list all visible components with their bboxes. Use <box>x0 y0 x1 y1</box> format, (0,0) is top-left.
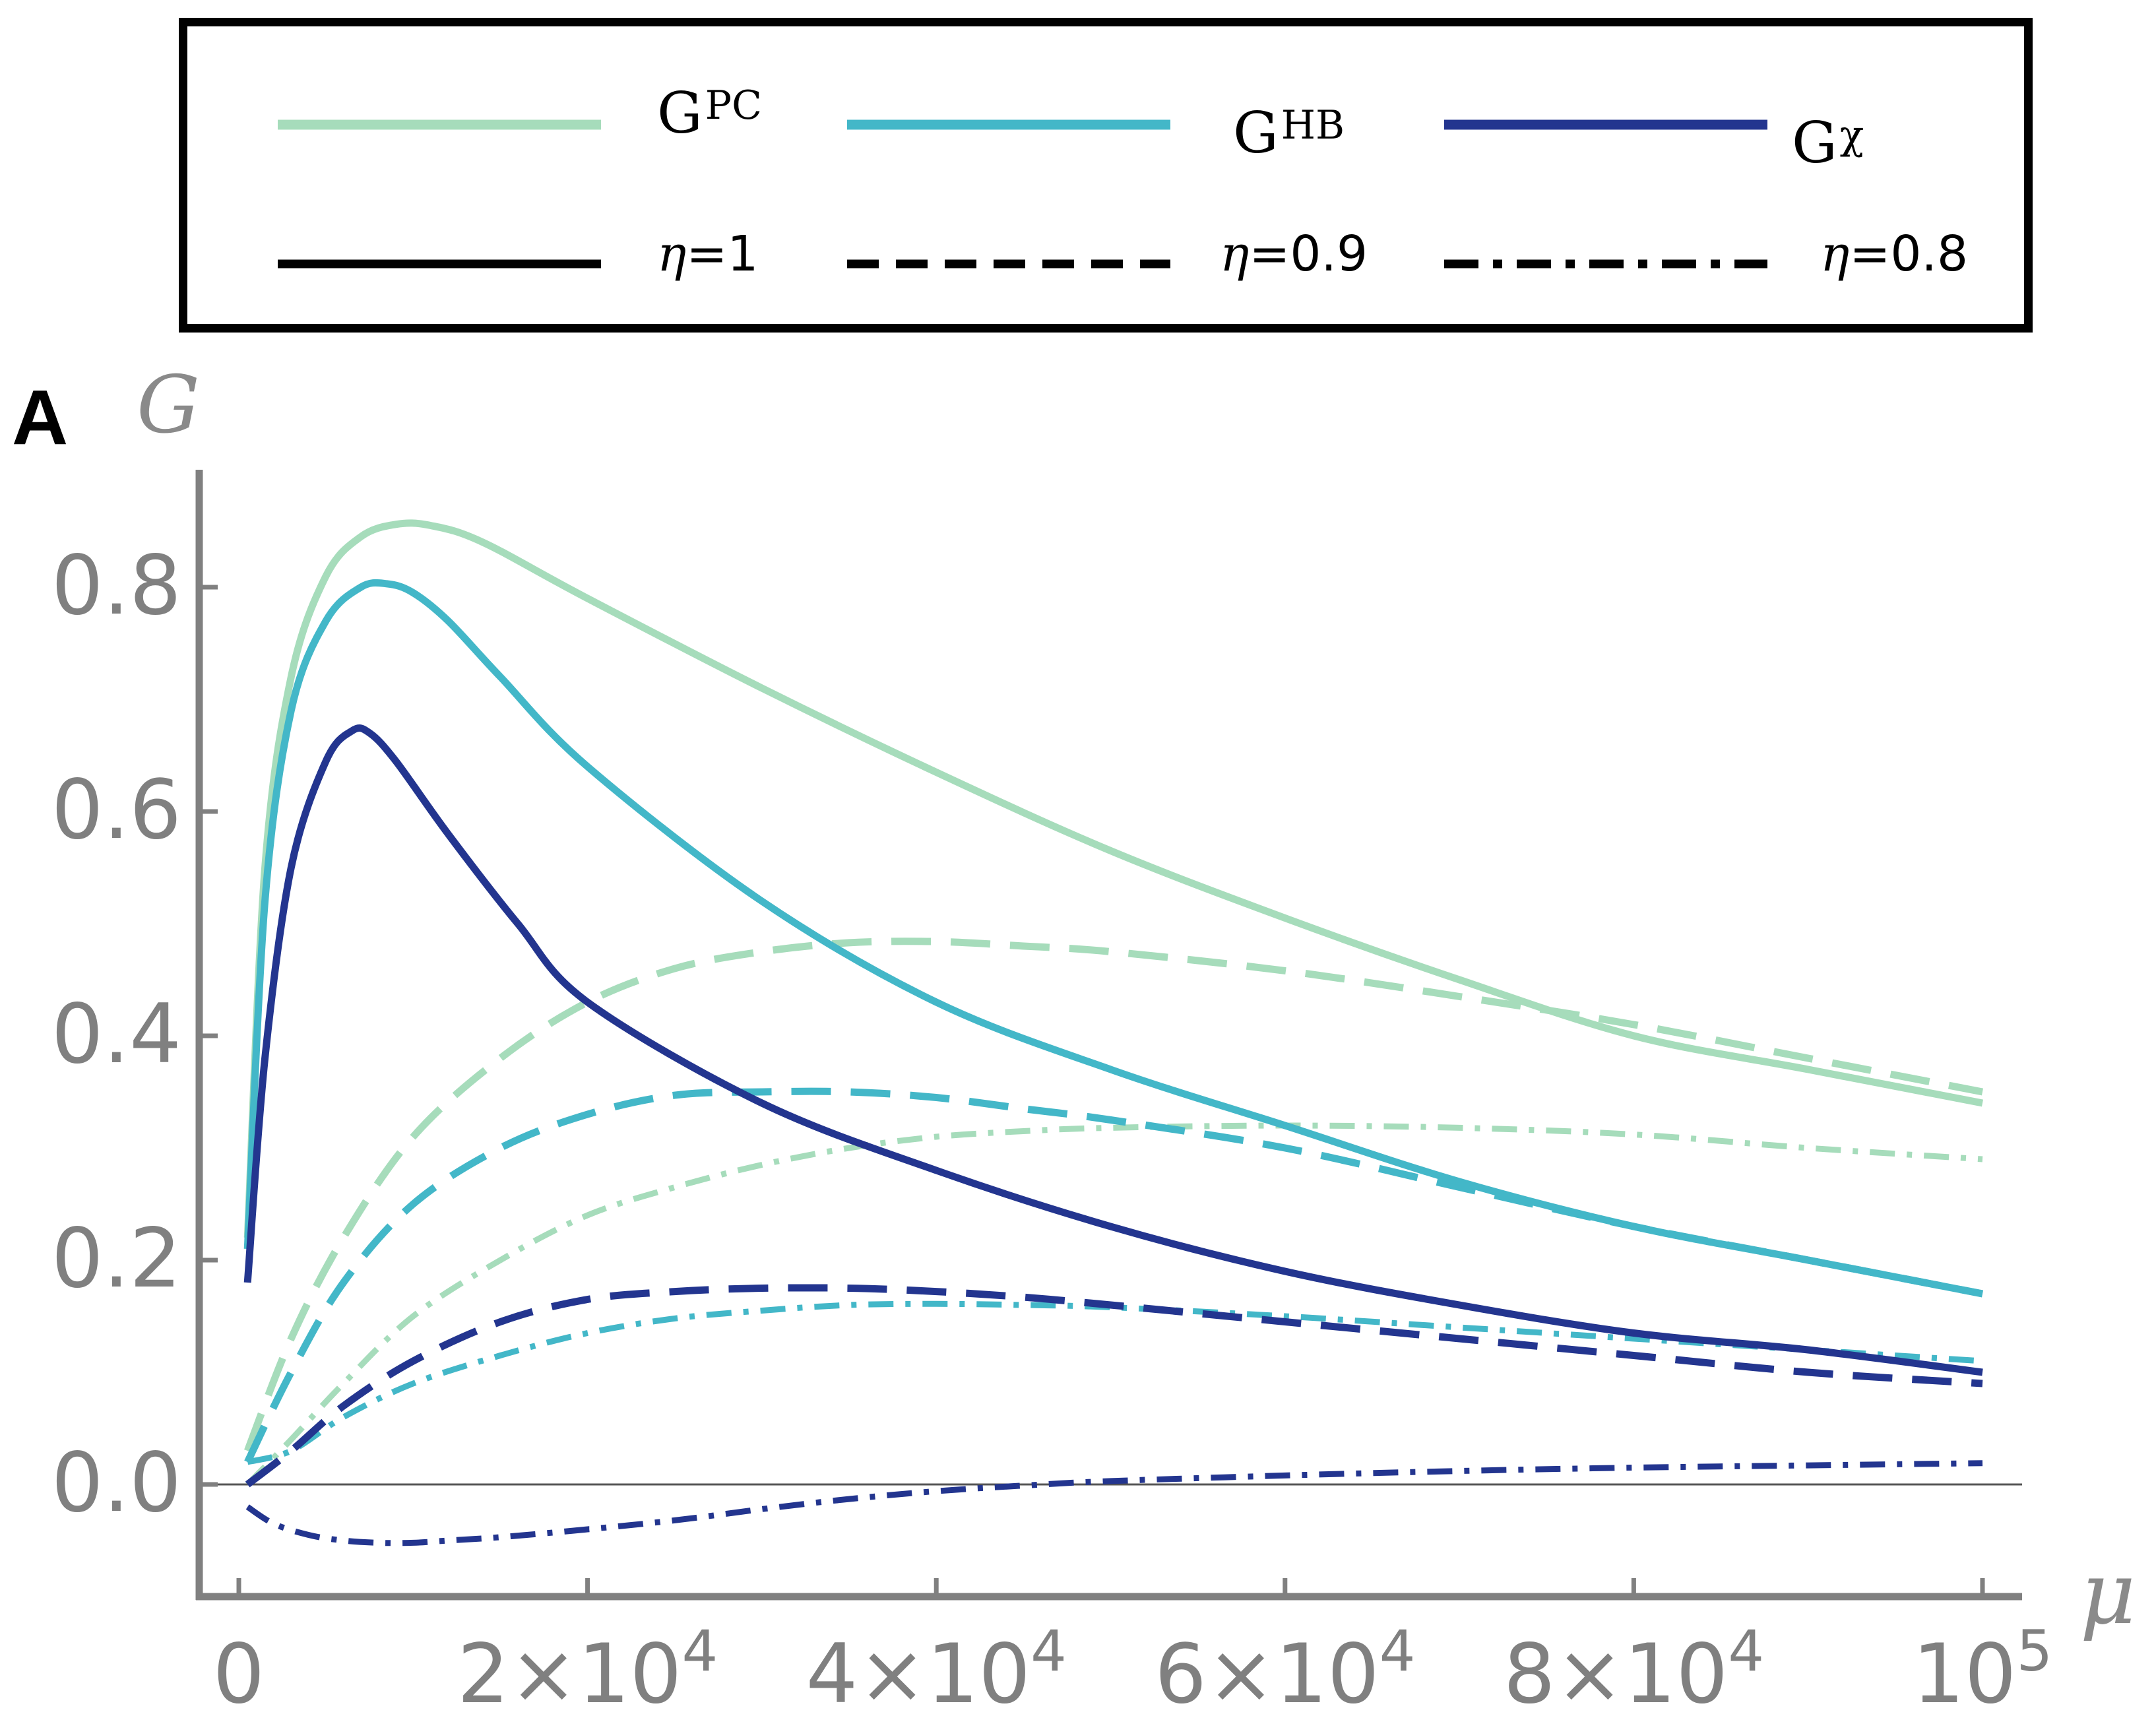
series-line-g-pc-dashdot <box>245 1122 1983 1487</box>
y-tick-label: 0.4 <box>51 987 181 1082</box>
y-tick-label: 0.6 <box>51 763 181 858</box>
x-tick-label: 6×104 <box>1155 1618 1415 1718</box>
x-tick-label: 4×104 <box>806 1618 1067 1718</box>
series-layer <box>243 519 1984 1546</box>
legend-label-eta-1: η=1 <box>657 226 759 282</box>
x-tick-label: 105 <box>1913 1618 2053 1718</box>
series-line-g-chi-dashdot <box>245 1460 1983 1546</box>
legend-swatches <box>278 119 1767 269</box>
legend-label-eta-09: η=0.9 <box>1220 226 1368 282</box>
series-line-g-chi-dashed <box>245 1284 1983 1488</box>
y-axis-title: G <box>137 360 200 451</box>
x-tick-label: 2×104 <box>457 1618 718 1718</box>
x-tick-label: 0 <box>213 1627 265 1718</box>
legend-label-eta-08: η=0.8 <box>1820 226 1969 282</box>
panel-label: A <box>12 374 69 461</box>
x-axis-title: μ <box>2080 1543 2136 1643</box>
series-line-g-pc-dashed <box>244 938 1984 1452</box>
y-tick-label: 0.2 <box>51 1211 181 1306</box>
series-line-g-chi-solid <box>243 724 1983 1376</box>
legend-label-g-pc: GPC <box>657 80 762 146</box>
legend-label-g-chi: Gχ <box>1792 110 1864 176</box>
series-line-g-hb-dashdot <box>247 1300 1983 1465</box>
y-tick-label: 0.0 <box>51 1436 181 1531</box>
legend-box: GPC GHB Gχ η=1 η=0.9 η=0.8 <box>179 18 2033 333</box>
series-line-g-hb-solid <box>243 579 1984 1298</box>
series-line-g-hb-dashed <box>244 1087 1984 1464</box>
ticks-layer: 0.0 0.2 0.4 0.6 0.8 0 2×104 4×104 6×104 8×104 105 G… <box>51 360 2136 1718</box>
series-line-g-pc-solid <box>243 519 1984 1238</box>
legend-label-g-hb: GHB <box>1233 100 1345 166</box>
y-tick-label: 0.8 <box>51 538 181 633</box>
x-tick-label: 8×104 <box>1504 1618 1764 1718</box>
